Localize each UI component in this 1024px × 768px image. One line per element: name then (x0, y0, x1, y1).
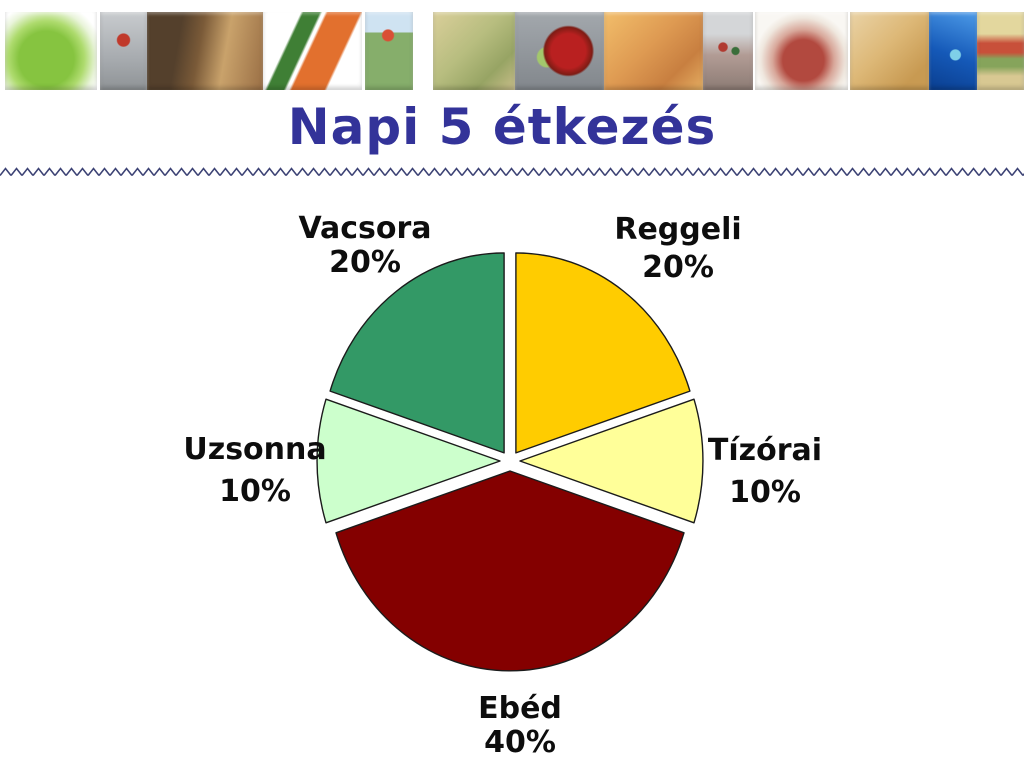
pie-slice-tízórai (519, 398, 704, 524)
photo-swimmer (929, 12, 977, 90)
slice-pct-uzsonna: 10% (219, 474, 291, 509)
photo-green-apples (5, 12, 97, 90)
photo-carrots (263, 12, 362, 90)
slice-name-ebed: Ebéd (478, 691, 562, 726)
photo-runner (100, 12, 147, 90)
slice-label-tizorai: Tízórai 10% (708, 434, 822, 510)
pie-slice-reggeli (515, 252, 691, 454)
slice-label-vacsora: Vacsora 20% (298, 212, 431, 280)
slice-name-tizorai: Tízórai (707, 433, 823, 468)
slice-label-uzsonna: Uzsonna 10% (183, 433, 326, 509)
slice-pct-reggeli: 20% (642, 250, 714, 285)
pie-slice-vacsora (329, 252, 505, 454)
photo-runners-group (703, 12, 753, 90)
slice-name-uzsonna: Uzsonna (183, 432, 327, 467)
photo-seeds-and-grains (433, 12, 515, 90)
pie-slice-uzsonna (316, 398, 501, 524)
pie-slice-ebéd (335, 470, 685, 672)
slice-label-ebed: Ebéd 40% (478, 692, 562, 760)
photo-golfer (365, 12, 413, 90)
photo-sandwich (977, 12, 1024, 90)
slice-name-reggeli: Reggeli (614, 212, 742, 247)
slice-pct-vacsora: 20% (329, 245, 401, 280)
photo-cold-cuts-platter (755, 12, 848, 90)
slice-pct-tizorai: 10% (729, 475, 801, 510)
page-title: Napi 5 étkezés (287, 98, 717, 156)
photo-meal-plate (604, 12, 703, 90)
zigzag-divider (0, 164, 1024, 180)
slice-label-reggeli: Reggeli 20% (614, 213, 741, 285)
photo-honey-bowl (850, 12, 929, 90)
photo-hand-with-red-apple (515, 12, 604, 90)
photo-strip (0, 0, 1024, 100)
slice-pct-ebed: 40% (484, 725, 556, 760)
slice-name-vacsora: Vacsora (298, 211, 432, 246)
photo-meat-and-nuts (147, 12, 263, 90)
